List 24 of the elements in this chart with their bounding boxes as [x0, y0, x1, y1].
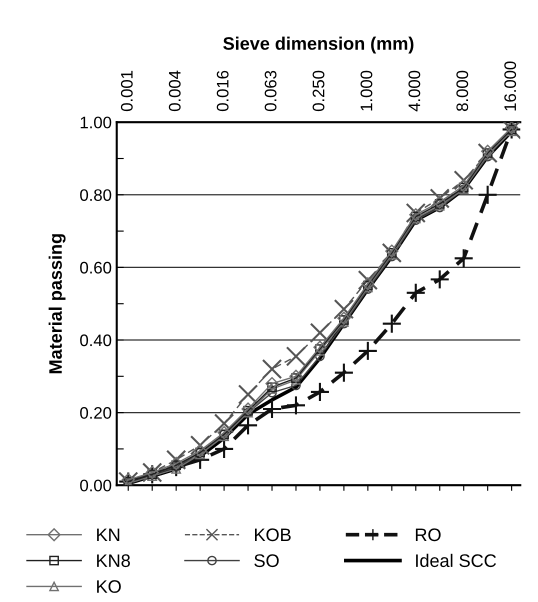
y-axis-title: Material passing: [48, 234, 66, 374]
y-tick-label: 0.40: [80, 334, 112, 346]
x-tick-label: 1.000: [360, 70, 372, 111]
x-axis-title: Sieve dimension (mm): [223, 36, 414, 54]
x-tick-label: 0.016: [216, 70, 229, 112]
x-tick-label: 8.000: [456, 70, 468, 112]
legend-label: Ideal SCC: [416, 554, 496, 568]
x-tick-label: 0.001: [120, 70, 133, 112]
y-tick-label: 0.00: [80, 480, 112, 492]
legend-label: KN: [97, 528, 120, 542]
legend-label: KN8: [97, 554, 130, 568]
x-tick-label: 0.004: [168, 70, 181, 112]
legend-label: RO: [416, 528, 441, 542]
y-tick-label: 0.60: [80, 262, 112, 274]
y-tick-label: 0.80: [80, 189, 112, 202]
legend-label: SO: [254, 554, 279, 568]
legend-label: KO: [97, 580, 121, 593]
y-tick-label: 0.20: [80, 407, 112, 419]
x-tick-label: 4.000: [408, 70, 420, 112]
legend-label: KOB: [255, 528, 291, 542]
x-tick-label: 0.250: [312, 70, 324, 112]
x-tick-label: 0.063: [264, 70, 276, 112]
y-tick-label: 1.00: [80, 116, 112, 128]
x-tick-label: 16.000: [504, 61, 516, 111]
